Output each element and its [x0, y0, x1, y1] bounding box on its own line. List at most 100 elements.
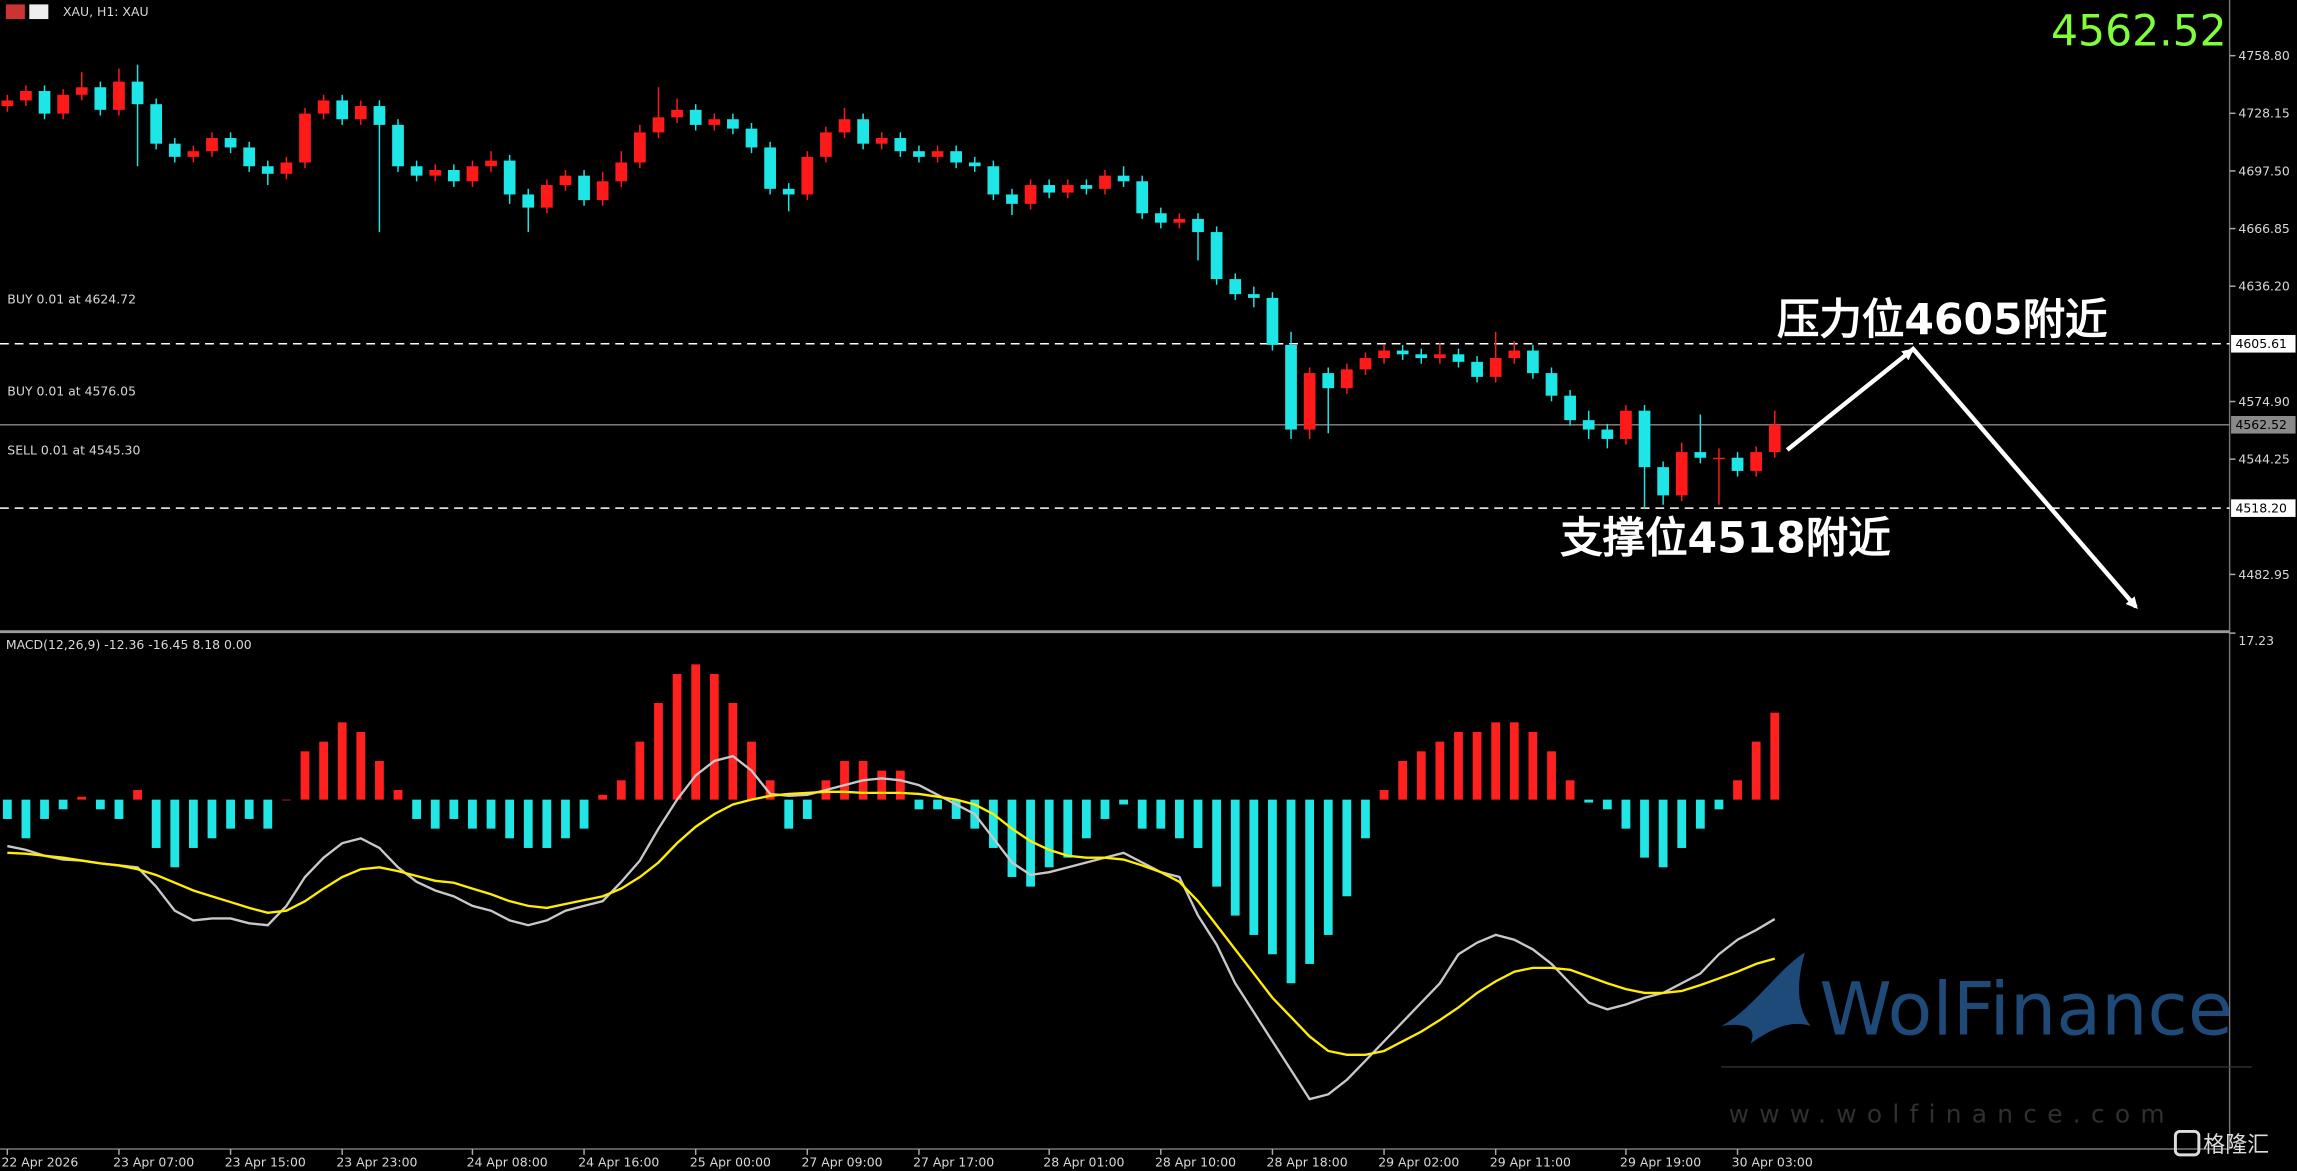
histogram-bar [1509, 722, 1519, 800]
histogram-bar [188, 799, 198, 848]
histogram-bar [2, 799, 12, 819]
candle-body [727, 119, 739, 129]
arrow [1785, 348, 1915, 452]
candle-body [1266, 297, 1279, 345]
histogram-bar [77, 796, 87, 800]
histogram-bar [1602, 799, 1612, 810]
histogram-bar [505, 799, 515, 839]
candle-body [410, 166, 423, 176]
histogram-bar [1751, 741, 1761, 800]
histogram-bar [1081, 799, 1091, 839]
candle-body [745, 128, 758, 148]
histogram-bar [1398, 760, 1408, 800]
candle-body [1378, 350, 1390, 359]
histogram-bar [1175, 799, 1184, 839]
histogram-bar [1565, 780, 1575, 800]
y-tick-label: 4636.20 [2238, 279, 2290, 294]
histogram-bar [1323, 799, 1333, 935]
candle-body [1247, 294, 1260, 298]
histogram-bar [709, 674, 719, 800]
histogram-bar [226, 799, 235, 829]
candle-body [224, 138, 237, 148]
candle-body [838, 119, 851, 133]
histogram-bar [319, 741, 328, 800]
histogram-bar [95, 799, 105, 810]
x-tick-label: 23 Apr 23:00 [336, 1155, 417, 1170]
candle-body [503, 160, 516, 195]
candle-body [1657, 467, 1669, 496]
histogram-bar [21, 799, 31, 839]
histogram-bar [1249, 799, 1259, 935]
histogram-bar [151, 799, 161, 848]
candle-body [20, 91, 32, 101]
histogram-bar [337, 722, 347, 800]
candle-body [1768, 424, 1781, 453]
watermark-url: www.wolfinance.com [1729, 1100, 2175, 1129]
histogram-bar [1491, 722, 1501, 800]
candle-body [1099, 175, 1111, 189]
histogram-bar [579, 799, 589, 829]
histogram-bar [877, 770, 887, 800]
histogram-bar [281, 799, 291, 801]
histogram-bar [1379, 789, 1389, 800]
candle-body [1415, 354, 1428, 359]
candle-body [261, 166, 274, 174]
candle-body [559, 175, 572, 186]
candle-body [950, 151, 963, 163]
y-tick-label: 4574.90 [2238, 394, 2290, 409]
candle-body [1210, 232, 1223, 280]
candle-body [317, 100, 330, 114]
histogram-bar [1342, 799, 1352, 897]
candle-body [485, 160, 497, 167]
histogram-bar [393, 789, 403, 800]
x-tick-label: 23 Apr 15:00 [225, 1155, 306, 1170]
histogram-bar [1621, 799, 1631, 829]
candle-body [1024, 185, 1037, 204]
candle-body [336, 100, 349, 120]
level-label: 4518.20 [2235, 501, 2287, 516]
macd-line [7, 754, 1776, 1101]
candle-body [1731, 457, 1744, 471]
candle-body [596, 181, 609, 201]
histogram-bar [1416, 751, 1426, 800]
candle-body [280, 162, 293, 174]
symbol-title: XAU, H1: XAU [63, 4, 149, 19]
candle-body [206, 138, 218, 152]
x-tick-label: 28 Apr 18:00 [1267, 1155, 1348, 1170]
candle-body [801, 156, 814, 195]
candle-body [708, 119, 721, 125]
x-tick-label: 29 Apr 11:00 [1490, 1155, 1571, 1170]
histogram-bar [1230, 799, 1240, 916]
histogram-bar [1584, 799, 1594, 803]
histogram-bar [1714, 799, 1724, 810]
candle-body [1601, 429, 1614, 439]
candle-body [1359, 358, 1372, 370]
candle-body [1564, 395, 1576, 421]
candle-body [113, 81, 125, 110]
histogram-bar [1063, 799, 1073, 858]
histogram-bar [654, 703, 663, 800]
histogram-bar [1528, 731, 1538, 800]
histogram-bar [1305, 799, 1315, 964]
candle-body [299, 113, 311, 163]
level-label: 4605.61 [2235, 336, 2286, 351]
histogram-bar [58, 799, 68, 810]
candle-body [1322, 373, 1335, 389]
histogram-bar [951, 799, 961, 819]
histogram-bar [412, 799, 422, 819]
candle-body [57, 94, 69, 114]
candle-body [447, 170, 460, 182]
candle-body [1303, 373, 1316, 430]
candle-body [1527, 350, 1539, 374]
histogram-bar [114, 799, 124, 819]
histogram-bar [430, 799, 440, 829]
histogram-bar [1454, 731, 1463, 800]
x-tick-label: 27 Apr 09:00 [801, 1155, 882, 1170]
candle-body [764, 147, 776, 189]
header-icon [5, 4, 25, 20]
histogram-bar [1640, 799, 1649, 858]
candle-body [1173, 218, 1186, 223]
candle-body [373, 106, 386, 125]
histogram-bar [1100, 799, 1110, 819]
